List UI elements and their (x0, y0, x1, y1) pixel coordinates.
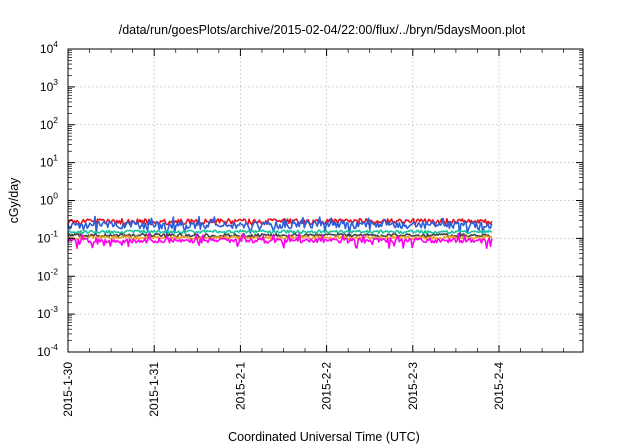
y-tick-label: 10-4 (37, 342, 58, 359)
y-tick-base: 10 (37, 345, 51, 359)
y-tick-base: 10 (40, 118, 54, 132)
grid (68, 49, 583, 352)
y-tick-base: 10 (40, 42, 54, 56)
series-line-4 (67, 233, 492, 238)
y-tick-exponent: -2 (50, 266, 58, 276)
x-axis-label: Coordinated Universal Time (UTC) (228, 430, 420, 444)
y-axis-label: cGy/day (7, 177, 21, 224)
y-tick-exponent: -1 (50, 228, 58, 238)
y-tick-exponent: 2 (53, 115, 58, 125)
y-tick-exponent: 1 (53, 153, 58, 163)
x-tick-labels: 2015-1-30 2015-1-31 2015-2-1 2015-2-2 2015-2… (61, 362, 506, 417)
x-tick-label: 2015-2-1 (233, 362, 247, 410)
series-lines (67, 215, 493, 250)
y-tick-base: 10 (40, 194, 54, 208)
y-tick-exponent: -4 (50, 342, 58, 352)
x-tick-label: 2015-2-3 (406, 362, 420, 410)
x-tick-label: 2015-2-2 (320, 362, 334, 410)
series-line-1 (67, 217, 493, 226)
y-tick-label: 104 (40, 39, 58, 56)
y-tick-exponent: 4 (53, 39, 58, 49)
y-tick-base: 10 (40, 156, 54, 170)
y-tick-label: 101 (40, 153, 58, 170)
y-tick-label: 10-1 (37, 228, 58, 245)
y-tick-label: 10-2 (37, 266, 58, 283)
y-tick-base: 10 (37, 307, 51, 321)
series-line-6 (67, 232, 493, 250)
y-tick-label: 103 (40, 77, 58, 94)
y-tick-base: 10 (37, 231, 51, 245)
y-tick-base: 10 (37, 269, 51, 283)
y-tick-label: 102 (40, 115, 58, 132)
y-tick-exponent: 0 (53, 191, 58, 201)
x-tick-label: 2015-1-31 (147, 362, 161, 417)
x-tick-label: 2015-2-4 (492, 362, 506, 410)
y-tick-exponent: 3 (53, 77, 58, 87)
x-tick-label: 2015-1-30 (61, 362, 75, 417)
ticks (67, 48, 583, 353)
y-tick-base: 10 (40, 80, 54, 94)
y-tick-label: 10-3 (37, 304, 58, 321)
series-line-3 (67, 229, 493, 235)
series-line-2 (67, 215, 493, 235)
y-tick-exponent: -3 (50, 304, 58, 314)
chart-title: /data/run/goesPlots/archive/2015-02-04/2… (119, 23, 526, 37)
y-tick-label: 100 (40, 191, 58, 208)
